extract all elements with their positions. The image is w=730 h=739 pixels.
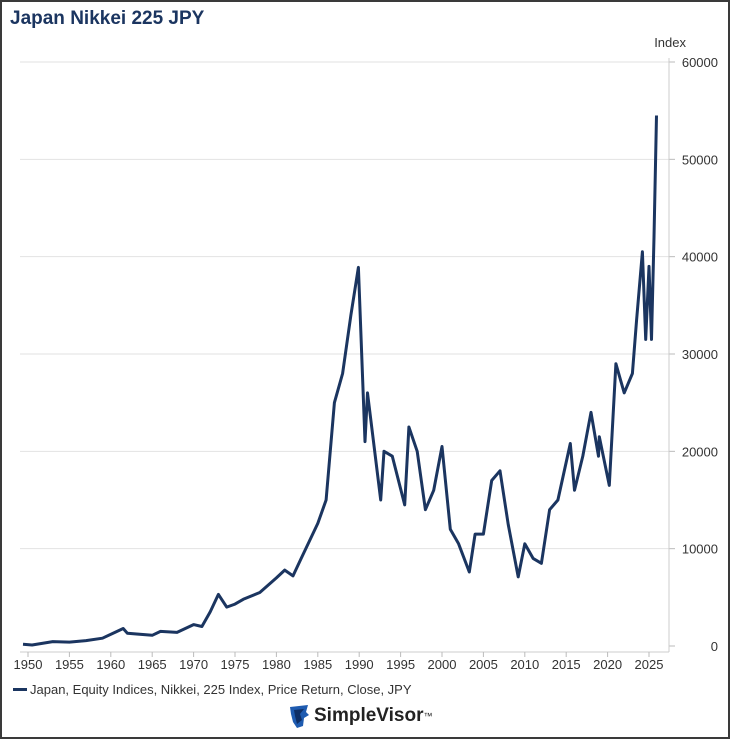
brand-name: SimpleVisor	[314, 705, 424, 726]
x-tick-label: 1950	[14, 657, 43, 672]
y-tick-label: 20000	[682, 444, 718, 459]
x-tick-label: 2010	[510, 657, 539, 672]
y-tick-label: 0	[711, 639, 718, 654]
legend-swatch	[13, 688, 27, 691]
trademark: ™	[423, 711, 433, 721]
x-tick-label: 2000	[428, 657, 457, 672]
chart-title: Japan Nikkei 225 JPY	[10, 8, 205, 29]
x-tick-label: 1960	[96, 657, 125, 672]
legend: Japan, Equity Indices, Nikkei, 225 Index…	[13, 682, 412, 697]
x-tick-label: 1970	[179, 657, 208, 672]
eagle-icon	[290, 705, 309, 728]
x-tick-label: 2005	[469, 657, 498, 672]
x-tick-label: 1965	[138, 657, 167, 672]
x-tick-label: 1990	[345, 657, 374, 672]
y-tick-label: 50000	[682, 152, 718, 167]
x-tick-label: 1955	[55, 657, 84, 672]
series-line	[22, 115, 658, 647]
x-tick-label: 1985	[303, 657, 332, 672]
x-tick-label: 1995	[386, 657, 415, 672]
x-tick-label: 2020	[593, 657, 622, 672]
legend-label: Japan, Equity Indices, Nikkei, 225 Index…	[30, 682, 412, 697]
x-tick-label: 2015	[552, 657, 581, 672]
x-tick-label: 1975	[221, 657, 250, 672]
y-tick-label: 10000	[682, 542, 718, 557]
y-tick-label: 30000	[682, 347, 718, 362]
y-tick-label: 60000	[682, 55, 718, 70]
x-tick-label: 1980	[262, 657, 291, 672]
y-tick-label: 40000	[682, 250, 718, 265]
x-tick-label: 2025	[635, 657, 664, 672]
y-axis-label: Index	[654, 35, 686, 50]
simplevisor-logo: SimpleVisor ™	[288, 704, 432, 728]
